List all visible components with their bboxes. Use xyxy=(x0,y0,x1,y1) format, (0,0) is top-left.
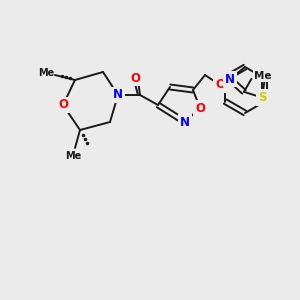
Text: Me: Me xyxy=(65,151,81,161)
Text: N: N xyxy=(180,116,190,128)
Text: Me: Me xyxy=(254,71,272,81)
Text: N: N xyxy=(113,88,123,101)
Text: O: O xyxy=(215,79,225,92)
Text: Me: Me xyxy=(38,68,54,78)
Text: O: O xyxy=(195,101,205,115)
Text: S: S xyxy=(258,91,266,104)
Text: O: O xyxy=(130,71,140,85)
Text: O: O xyxy=(58,98,68,112)
Text: N: N xyxy=(225,73,235,85)
